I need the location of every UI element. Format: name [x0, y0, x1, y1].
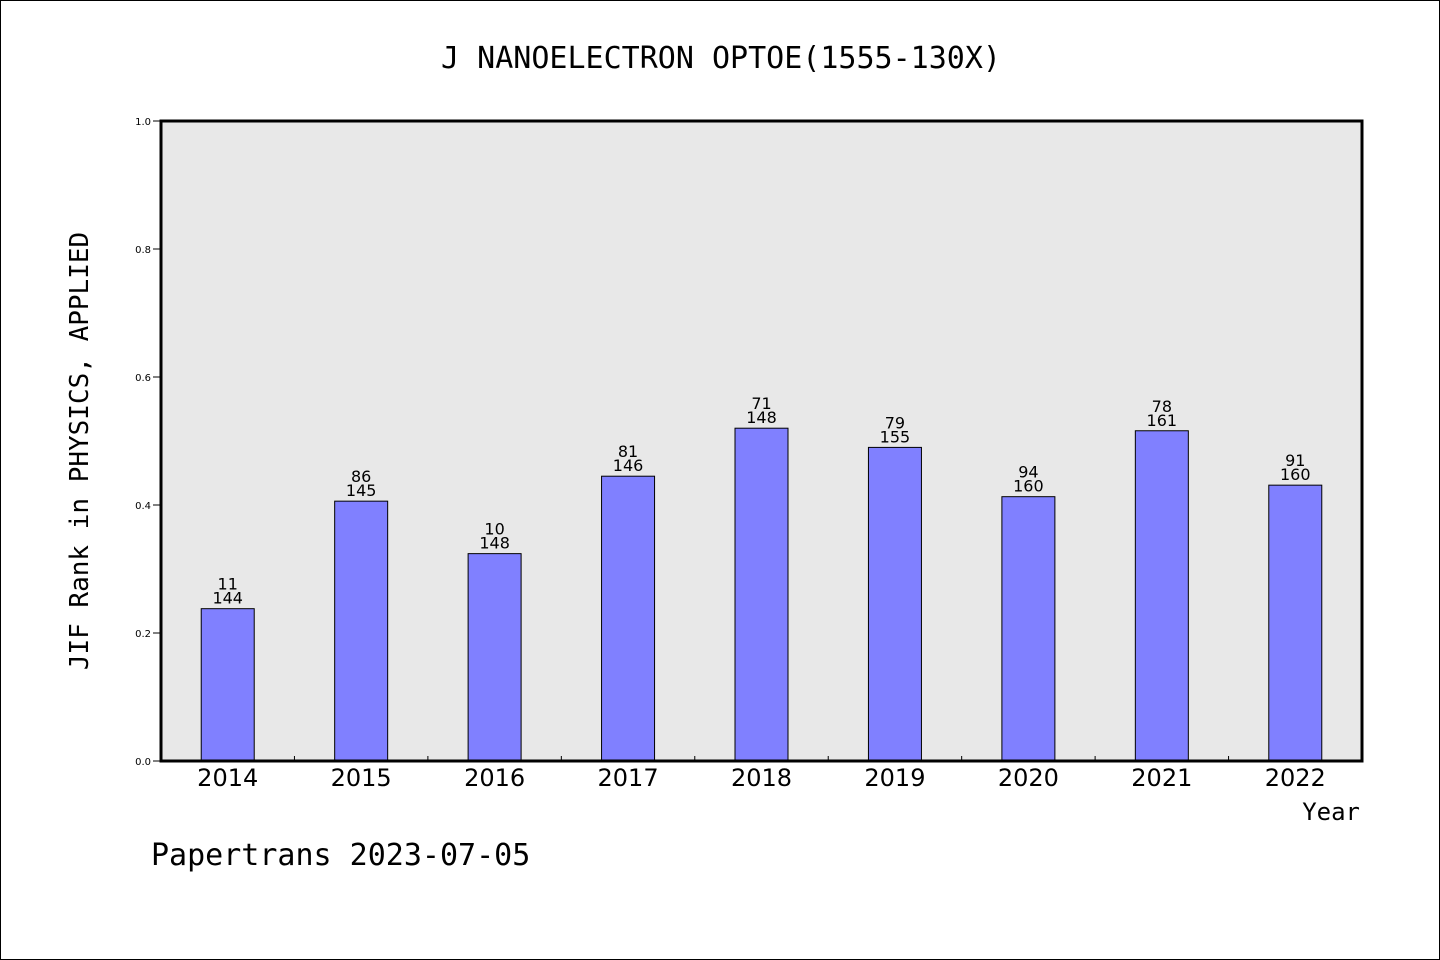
chart-title: J NANOELECTRON OPTOE(1555-130X): [441, 41, 1001, 76]
bar-rank-label: 81: [618, 442, 638, 461]
bar-total-label: 161: [1147, 411, 1178, 430]
bar-rank-label: 78: [1152, 397, 1172, 416]
bar-2017: [601, 475, 656, 762]
bar-total-label: 160: [1280, 465, 1311, 484]
x-tick-label: 2015: [331, 764, 392, 792]
ticks-group: 2014 2015 2016 2017 2018 2019 2020 2021 2022 0.0 0…: [135, 117, 1326, 792]
footer-text: Papertrans 2023-07-05: [151, 838, 530, 873]
y-tick-label: 0.0: [135, 757, 151, 768]
bar-rank-label: 71: [751, 394, 771, 413]
bar-2021: [1134, 430, 1189, 762]
x-tick-label: 2019: [864, 764, 925, 792]
y-tick-label: 0.6: [135, 373, 151, 384]
bar-total-label: 148: [746, 408, 777, 427]
y-tick-label: 0.8: [135, 245, 151, 256]
bar-total-label: 148: [479, 534, 510, 553]
x-tick-label: 2020: [998, 764, 1059, 792]
bar-2016: [467, 553, 522, 762]
bar-rank-label: 11: [218, 575, 238, 594]
bar-total-label: 146: [613, 456, 644, 475]
y-axis-label: JIF Rank in PHYSICS, APPLIED: [65, 232, 95, 670]
x-tick-label: 2016: [464, 764, 525, 792]
bar-2019: [867, 446, 922, 762]
y-tick-label: 0.4: [135, 501, 151, 512]
x-axis-label: Year: [1302, 798, 1360, 826]
bar-rank-label: 91: [1285, 451, 1305, 470]
x-tick-label: 2022: [1265, 764, 1326, 792]
bar-2020: [1001, 496, 1056, 762]
bar-total-label: 145: [346, 481, 377, 500]
bar-2015: [334, 500, 389, 762]
bar-2022: [1268, 484, 1323, 762]
y-tick-label: 0.2: [135, 629, 151, 640]
bar-total-label: 144: [212, 589, 243, 608]
x-tick-label: 2021: [1131, 764, 1192, 792]
bar-rank-label: 86: [351, 467, 371, 486]
x-tick-label: 2017: [598, 764, 659, 792]
bar-rank-label: 79: [885, 413, 905, 432]
bar-total-label: 155: [880, 427, 911, 446]
x-tick-label: 2018: [731, 764, 792, 792]
bar-total-label: 160: [1013, 477, 1044, 496]
bar-rank-label: 10: [484, 520, 504, 539]
bar-rank-label: 94: [1018, 463, 1038, 482]
plot-border: [159, 119, 1364, 763]
x-tick-label: 2014: [197, 764, 258, 792]
bar-2014: [200, 608, 255, 762]
bar-2018: [734, 427, 789, 762]
y-tick-label: 1.0: [135, 117, 151, 128]
